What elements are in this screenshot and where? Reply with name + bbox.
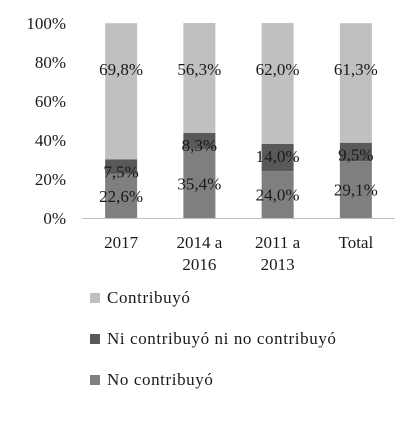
data-label: 62,0% <box>256 60 300 79</box>
bar-segment <box>261 23 294 144</box>
legend: Contribuyó Ni contribuyó ni no contribuy… <box>90 288 337 411</box>
legend-swatch-ni-contribuyo <box>90 334 100 344</box>
stacked-bar-chart: 0% 20% 40% 60% 80% 100% 22,6% 7,5% 69,8% 2017 35,4… <box>26 14 395 274</box>
data-label: 61,3% <box>334 60 378 79</box>
y-tick-label: 0% <box>43 209 66 228</box>
x-tick-label: 2014 a <box>176 233 222 252</box>
x-tick-label: 2011 a <box>255 233 301 252</box>
bar-segment <box>339 142 372 162</box>
data-label: 29,1% <box>334 181 378 200</box>
legend-item-ni-contribuyo: Ni contribuyó ni no contribuyó <box>90 329 337 349</box>
bar-segment <box>261 171 294 218</box>
y-tick-label: 40% <box>35 131 66 150</box>
legend-label-no-contribuyo: No contribuyó <box>107 370 214 389</box>
data-label: 7,5% <box>103 162 138 181</box>
y-tick-label: 60% <box>35 92 66 111</box>
x-tick-label: 2017 <box>104 233 139 252</box>
bar-segment <box>261 143 294 172</box>
bar-segment <box>183 148 216 218</box>
bar-segment <box>339 23 372 143</box>
data-label: 8,3% <box>182 136 217 155</box>
bar-segment <box>105 173 138 218</box>
data-label: 24,0% <box>256 186 300 205</box>
legend-label-contribuyo: Contribuyó <box>107 288 191 307</box>
x-tick-label: Total <box>339 233 374 252</box>
data-label: 56,3% <box>177 60 221 79</box>
bar-segment <box>183 23 216 133</box>
x-tick-label: 2016 <box>182 255 216 274</box>
x-tick-label: 2013 <box>261 255 295 274</box>
bar-segment <box>105 23 138 160</box>
legend-item-contribuyo: Contribuyó <box>90 288 337 308</box>
bar-segment <box>339 161 372 218</box>
bar-segment <box>183 132 216 149</box>
y-tick-label: 20% <box>35 170 66 189</box>
data-label: 14,0% <box>256 147 300 166</box>
data-label: 69,8% <box>99 60 143 79</box>
legend-swatch-no-contribuyo <box>90 375 100 385</box>
data-label: 35,4% <box>177 174 221 193</box>
bar-segment <box>105 159 138 174</box>
data-label: 9,5% <box>338 146 373 165</box>
y-tick-label: 80% <box>35 53 66 72</box>
legend-item-no-contribuyo: No contribuyó <box>90 370 337 390</box>
y-tick-label: 100% <box>26 14 66 33</box>
data-label: 22,6% <box>99 187 143 206</box>
legend-swatch-contribuyo <box>90 293 100 303</box>
legend-label-ni-contribuyo: Ni contribuyó ni no contribuyó <box>107 329 337 348</box>
